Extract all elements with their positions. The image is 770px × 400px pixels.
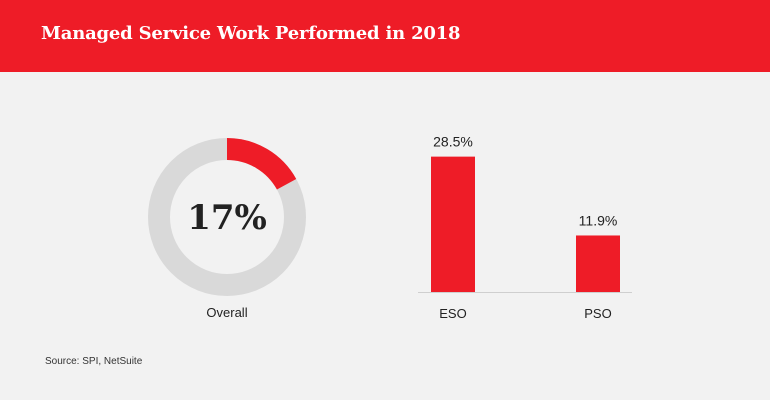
- donut-category-label: Overall: [206, 305, 247, 320]
- bar-eso: [431, 156, 475, 292]
- bar-data-label-eso: 28.5%: [433, 134, 473, 150]
- title-banner: Managed Service Work Performed in 2018: [0, 0, 770, 72]
- bar-pso: [576, 235, 620, 292]
- bar-category-label-pso: PSO: [584, 306, 611, 321]
- bar-data-label-pso: 11.9%: [579, 212, 618, 228]
- chart-title: Managed Service Work Performed in 2018: [41, 23, 461, 44]
- bar-category-label-eso: ESO: [439, 306, 466, 321]
- donut-value-label: 17%: [187, 198, 267, 238]
- donut-slice-managed-service: [226, 138, 297, 190]
- source-note: Source: SPI, NetSuite: [45, 356, 143, 367]
